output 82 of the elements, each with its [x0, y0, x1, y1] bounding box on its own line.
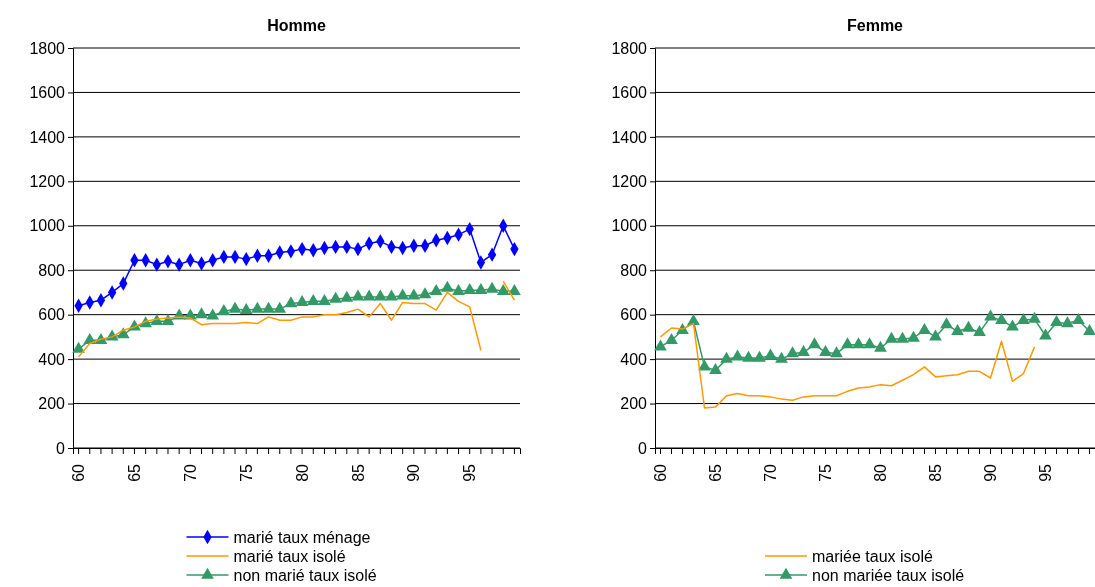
legend-label: marié taux ménage — [233, 528, 371, 546]
y-tick-label: 1400 — [29, 128, 66, 146]
point — [962, 320, 975, 332]
y-tick-label: 0 — [638, 439, 648, 457]
x-tick-label: 65 — [126, 463, 144, 482]
point — [984, 309, 997, 321]
x-tick-label: 80 — [872, 463, 890, 482]
point — [940, 317, 953, 329]
legend-label: non mariée taux isolé — [812, 566, 965, 584]
y-tick-label: 1600 — [611, 84, 648, 102]
point — [720, 351, 733, 363]
y-tick-label: 1000 — [611, 217, 648, 235]
y-tick-label: 400 — [620, 350, 648, 368]
x-tick-label: 75 — [817, 463, 835, 482]
y-tick-label: 800 — [620, 261, 648, 279]
point — [852, 337, 865, 349]
point — [698, 359, 711, 371]
y-tick-label: 1600 — [29, 84, 66, 102]
y-tick-label: 200 — [38, 395, 66, 413]
point — [874, 340, 887, 352]
point — [665, 332, 678, 344]
legend-label: non marié taux isolé — [233, 566, 377, 584]
y-tick-label: 800 — [38, 261, 66, 279]
point — [808, 337, 821, 349]
y-tick-label: 0 — [56, 439, 66, 457]
point — [731, 349, 744, 361]
legend-label: mariée taux isolé — [812, 547, 934, 565]
y-tick-label: 1400 — [611, 128, 648, 146]
x-tick-label: 85 — [349, 463, 367, 482]
point — [1061, 316, 1074, 328]
point — [995, 312, 1008, 324]
y-tick-label: 600 — [620, 306, 648, 324]
x-tick-label: 90 — [405, 463, 423, 482]
point — [1028, 311, 1041, 323]
x-tick-label: 60 — [652, 463, 670, 482]
point — [929, 329, 942, 341]
point — [654, 339, 667, 351]
point — [764, 348, 777, 360]
legend-label: marié taux isolé — [233, 547, 346, 565]
point — [797, 345, 810, 357]
point — [841, 337, 854, 349]
x-tick-label: 80 — [293, 463, 311, 482]
x-tick-label: 65 — [707, 463, 725, 482]
point — [863, 337, 876, 349]
y-tick-label: 1200 — [611, 172, 648, 190]
point — [918, 322, 931, 334]
x-tick-label: 90 — [982, 463, 1000, 482]
point — [1039, 328, 1052, 340]
point — [1050, 315, 1063, 327]
x-tick-label: 95 — [1037, 463, 1055, 482]
point — [742, 350, 755, 362]
point — [819, 345, 832, 357]
point — [973, 325, 986, 337]
point — [1006, 319, 1019, 331]
y-tick-label: 200 — [620, 395, 648, 413]
point — [951, 323, 964, 335]
point — [753, 350, 766, 362]
x-tick-label: 95 — [461, 463, 479, 482]
x-tick-label: 70 — [181, 463, 199, 482]
x-tick-label: 75 — [237, 463, 255, 482]
point — [775, 351, 788, 363]
point — [786, 346, 799, 358]
y-tick-label: 400 — [38, 350, 66, 368]
y-tick-label: 1200 — [29, 172, 66, 190]
point — [709, 362, 722, 374]
y-tick-label: 1800 — [611, 39, 648, 57]
x-tick-label: 85 — [927, 463, 945, 482]
x-tick-label: 60 — [70, 463, 88, 482]
point — [1083, 323, 1095, 335]
point — [1072, 312, 1085, 324]
y-tick-label: 600 — [38, 306, 66, 324]
point — [907, 330, 920, 342]
point — [896, 331, 909, 343]
y-tick-label: 1000 — [29, 217, 66, 235]
x-tick-label: 70 — [762, 463, 780, 482]
point — [1017, 312, 1030, 324]
point — [830, 346, 843, 358]
point — [687, 313, 700, 325]
chart-title: Femme — [846, 17, 904, 34]
y-tick-label: 1800 — [29, 39, 66, 57]
chart-title: Homme — [267, 17, 326, 34]
point — [885, 331, 898, 343]
